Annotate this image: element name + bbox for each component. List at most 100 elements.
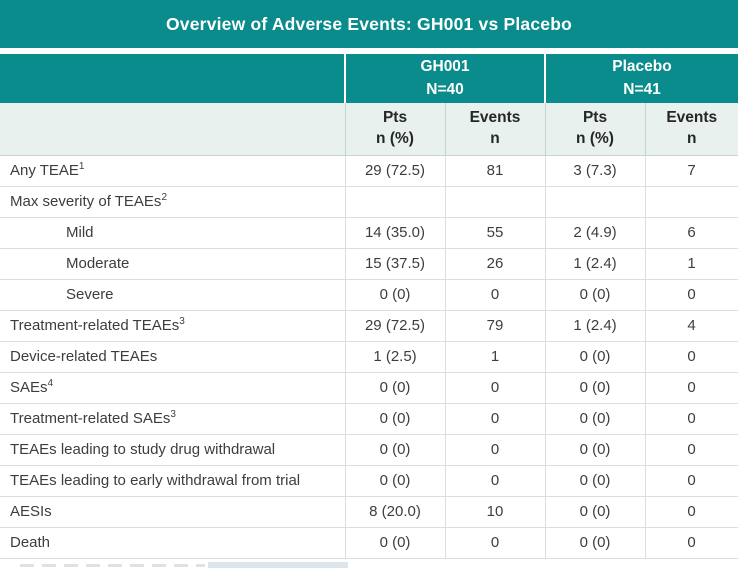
row-value: 0 (0) bbox=[544, 527, 645, 559]
row-value: 0 (0) bbox=[344, 434, 445, 466]
row-value: 0 bbox=[444, 527, 545, 559]
subheader-line2: n bbox=[490, 129, 500, 147]
group-n: N=41 bbox=[623, 80, 661, 98]
table-row: AESIs 8 (20.0) 10 0 (0) 0 bbox=[0, 496, 738, 528]
row-value: 29 (72.5) bbox=[344, 310, 445, 342]
table-row: TEAEs leading to early withdrawal from t… bbox=[0, 465, 738, 497]
row-value: 1 (2.4) bbox=[544, 310, 645, 342]
row-value: 0 (0) bbox=[544, 465, 645, 497]
table-row: SAEs4 0 (0) 0 0 (0) 0 bbox=[0, 372, 738, 404]
row-value bbox=[344, 186, 445, 218]
row-value: 0 bbox=[644, 341, 738, 373]
table-row: Max severity of TEAEs2 bbox=[0, 186, 738, 218]
row-value: 0 bbox=[444, 372, 545, 404]
subheader-gh001-events: Events n bbox=[444, 103, 545, 156]
row-value: 0 (0) bbox=[344, 279, 445, 311]
table-row: Moderate 15 (37.5) 26 1 (2.4) 1 bbox=[0, 248, 738, 280]
row-value: 29 (72.5) bbox=[344, 155, 445, 187]
subheader-line1: Events bbox=[666, 108, 718, 126]
row-label-superscript: 2 bbox=[161, 192, 167, 203]
row-label-text: Moderate bbox=[66, 255, 130, 272]
row-value: 0 (0) bbox=[544, 496, 645, 528]
row-value: 2 (4.9) bbox=[544, 217, 645, 249]
row-label-text: Death bbox=[10, 534, 51, 551]
row-label: Moderate bbox=[0, 248, 345, 280]
group-name: GH001 bbox=[420, 58, 470, 76]
subheader-gh001-pts: Pts n (%) bbox=[344, 103, 445, 156]
row-label: Treatment-related TEAEs3 bbox=[0, 310, 345, 342]
adverse-events-table: GH001 N=40 Placebo N=41 Pts n (%) Events… bbox=[0, 54, 738, 559]
row-label-text: TEAEs leading to study drug withdrawal bbox=[10, 441, 276, 458]
row-value: 14 (35.0) bbox=[344, 217, 445, 249]
subheader-line2: n (%) bbox=[376, 129, 414, 147]
row-label-text: Any TEAE bbox=[10, 162, 79, 179]
subheader-line1: Events bbox=[469, 108, 521, 126]
row-label-superscript: 4 bbox=[47, 378, 54, 389]
row-label-text: TEAEs leading to early withdrawal from t… bbox=[10, 472, 301, 489]
group-header-gh001: GH001 N=40 bbox=[344, 54, 545, 103]
row-value: 0 (0) bbox=[344, 527, 445, 559]
row-label: Mild bbox=[0, 217, 345, 249]
row-value: 3 (7.3) bbox=[544, 155, 645, 187]
row-value: 79 bbox=[444, 310, 545, 342]
subheader-line2: n (%) bbox=[576, 129, 614, 147]
row-value: 0 bbox=[644, 496, 738, 528]
row-value: 26 bbox=[444, 248, 545, 280]
row-label: Device-related TEAEs bbox=[0, 341, 345, 373]
row-label-text: SAEs bbox=[10, 379, 48, 396]
row-value: 15 (37.5) bbox=[344, 248, 445, 280]
table-row: Death 0 (0) 0 0 (0) 0 bbox=[0, 527, 738, 559]
group-header-row: GH001 N=40 Placebo N=41 bbox=[0, 54, 738, 103]
row-label: AESIs bbox=[0, 496, 345, 528]
row-label: Death bbox=[0, 527, 345, 559]
row-value: 1 (2.4) bbox=[544, 248, 645, 280]
row-label-text: Treatment-related SAEs bbox=[10, 410, 171, 427]
row-label-text: Device-related TEAEs bbox=[10, 348, 158, 365]
row-value: 0 (0) bbox=[344, 465, 445, 497]
group-n: N=40 bbox=[426, 80, 464, 98]
row-value: 0 (0) bbox=[344, 403, 445, 435]
subheader-placebo-pts: Pts n (%) bbox=[544, 103, 645, 156]
row-value: 0 (0) bbox=[544, 341, 645, 373]
row-value: 81 bbox=[444, 155, 545, 187]
subheader-row: Pts n (%) Events n Pts n (%) Events n bbox=[0, 103, 738, 156]
row-label: Any TEAE1 bbox=[0, 155, 345, 187]
subheader-line2: n bbox=[687, 129, 697, 147]
table-title: Overview of Adverse Events: GH001 vs Pla… bbox=[166, 13, 572, 34]
row-label: Severe bbox=[0, 279, 345, 311]
row-value bbox=[444, 186, 545, 218]
row-value: 0 (0) bbox=[544, 279, 645, 311]
cropped-footnote-text-fragment bbox=[20, 563, 205, 567]
row-value: 1 bbox=[644, 248, 738, 280]
row-value: 0 (0) bbox=[344, 372, 445, 404]
row-label-text: Treatment-related TEAEs bbox=[10, 317, 180, 334]
row-value: 0 bbox=[644, 434, 738, 466]
row-value: 0 bbox=[644, 403, 738, 435]
row-label: TEAEs leading to study drug withdrawal bbox=[0, 434, 345, 466]
row-value: 1 bbox=[444, 341, 545, 373]
subheader-placebo-events: Events n bbox=[644, 103, 738, 156]
table-title-bar: Overview of Adverse Events: GH001 vs Pla… bbox=[0, 0, 738, 48]
row-label-superscript: 3 bbox=[170, 409, 176, 420]
title-divider bbox=[0, 48, 738, 54]
row-value: 4 bbox=[644, 310, 738, 342]
row-label-text: Max severity of TEAEs bbox=[10, 193, 162, 210]
row-value: 0 (0) bbox=[544, 403, 645, 435]
subheader-line1: Pts bbox=[382, 108, 408, 126]
row-value: 6 bbox=[644, 217, 738, 249]
cropped-footnote-strip bbox=[0, 558, 738, 569]
row-label: Treatment-related SAEs3 bbox=[0, 403, 345, 435]
row-label-superscript: 3 bbox=[179, 316, 185, 327]
table-row: Device-related TEAEs 1 (2.5) 1 0 (0) 0 bbox=[0, 341, 738, 373]
row-value: 10 bbox=[444, 496, 545, 528]
group-name: Placebo bbox=[612, 58, 672, 76]
row-value: 7 bbox=[644, 155, 738, 187]
row-value: 0 bbox=[444, 434, 545, 466]
row-label-text: AESIs bbox=[10, 503, 52, 520]
table-row: Severe 0 (0) 0 0 (0) 0 bbox=[0, 279, 738, 311]
row-value: 55 bbox=[444, 217, 545, 249]
row-label-superscript: 1 bbox=[78, 161, 85, 172]
row-value: 1 (2.5) bbox=[344, 341, 445, 373]
table-body: Any TEAE1 29 (72.5) 81 3 (7.3) 7 Max sev… bbox=[0, 155, 738, 559]
